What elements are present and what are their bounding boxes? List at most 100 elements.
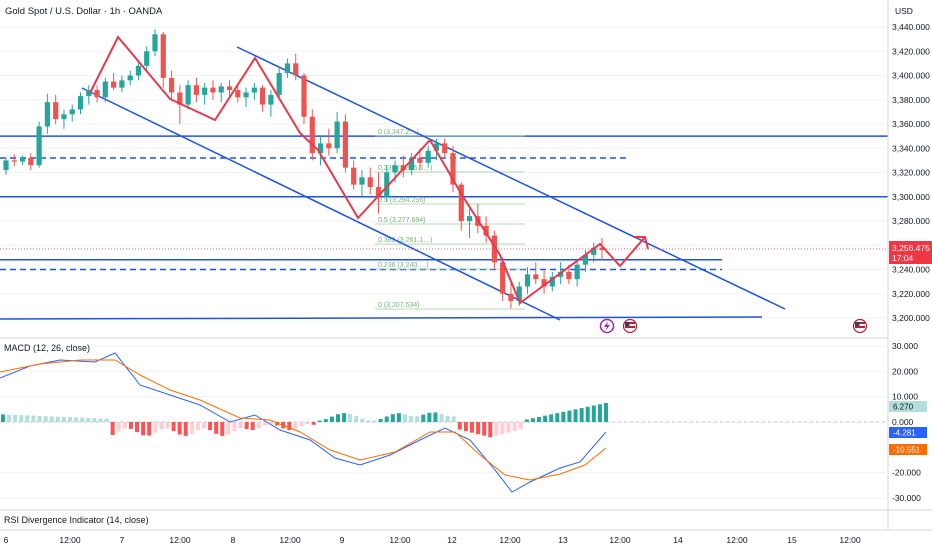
channel-lower-line <box>81 87 561 321</box>
candle <box>251 82 257 100</box>
candle <box>276 68 282 100</box>
time-tick-label: 15 <box>787 535 797 545</box>
macd-hist-bar <box>433 412 438 422</box>
time-tick-label: 8 <box>231 535 236 545</box>
macd-hist-bar <box>463 422 468 432</box>
time-tick-label: 12:00 <box>499 535 521 545</box>
macd-hist-bar <box>202 422 206 429</box>
candle <box>442 138 448 158</box>
bar-countdown: 17:04 <box>892 253 914 263</box>
macd-hist-bar <box>141 422 146 436</box>
price-tick-label: 3,420.000 <box>892 46 930 56</box>
macd-hist-bar <box>573 409 578 422</box>
time-tick-label: 12 <box>447 535 457 545</box>
price-tick-label: 3,320.000 <box>892 168 930 178</box>
macd-hist-bar <box>372 420 377 422</box>
macd-hist-bar <box>92 418 97 422</box>
macd-tick-label: 30.000 <box>892 341 918 351</box>
candle <box>135 60 142 81</box>
macd-hist-bar <box>49 416 54 422</box>
macd-hist-badge: 6.270 <box>889 401 927 412</box>
macd-hist-bar <box>518 422 523 430</box>
macd-hist-bar <box>86 417 91 422</box>
macd-title[interactable]: MACD (12, 26, close) <box>4 343 90 353</box>
signal-line <box>0 359 607 481</box>
macd-hist-bar <box>226 422 231 435</box>
zigzag-pattern <box>89 35 646 305</box>
current-price-badge: 3,256.475 17:04 <box>889 241 932 264</box>
macd-hist-bar <box>488 422 493 438</box>
symbol-title[interactable]: Gold Spot / U.S. Dollar · 1h · OANDA <box>5 6 163 17</box>
macd-hist-bar <box>445 415 450 422</box>
us-flag-event-icon[interactable] <box>622 318 638 334</box>
macd-hist-bar <box>354 416 359 422</box>
candle <box>202 82 208 105</box>
macd-hist-bar <box>506 422 511 433</box>
macd-hist-bar <box>421 414 426 422</box>
macd-hist-bar <box>348 413 353 422</box>
macd-hist-bar <box>384 416 389 422</box>
candle <box>111 73 117 91</box>
macd-hist-bar <box>110 422 115 435</box>
macd-hist-bar <box>378 419 383 422</box>
lightning-event-icon[interactable] <box>599 318 615 334</box>
price-tick-label: 3,200.000 <box>892 313 930 323</box>
macd-hist-bar <box>524 419 529 422</box>
macd-hist-bar <box>159 422 164 430</box>
macd-hist-bar <box>195 422 200 431</box>
candle <box>61 109 67 129</box>
macd-hist-bar <box>390 414 395 422</box>
candle <box>367 167 373 195</box>
macd-hist-bar <box>80 417 85 422</box>
us-flag-event-icon[interactable] <box>852 318 868 334</box>
candle <box>185 80 191 110</box>
macd-hist-bar <box>165 422 170 429</box>
macd-tick-label: -20.000 <box>892 468 921 478</box>
macd-hist-bar <box>403 414 407 422</box>
candle <box>193 77 199 103</box>
macd-hist-bar <box>244 422 249 430</box>
time-tick-label: 12:00 <box>59 535 81 545</box>
macd-line-badge: -4.281 <box>889 427 927 438</box>
candle <box>359 170 365 197</box>
macd-axis[interactable]: 30.000 20.000 10.000 0.000 -20.000 -30.000 <box>892 341 921 503</box>
macd-hist-bar <box>451 416 456 422</box>
candle <box>86 85 92 105</box>
candle <box>77 92 84 115</box>
macd-hist-bar <box>37 415 42 422</box>
macd-hist-bar <box>171 422 176 432</box>
macd-hist-bar <box>68 417 72 422</box>
macd-hist-bar <box>250 422 255 431</box>
candle <box>218 82 224 103</box>
candle <box>28 153 34 171</box>
candle <box>541 269 547 294</box>
macd-hist-bar <box>494 422 499 436</box>
macd-hist-bar <box>561 411 566 422</box>
macd-hist-bar <box>305 422 310 425</box>
macd-hist-bar <box>512 422 517 432</box>
candle <box>210 80 216 100</box>
macd-tick-label: 0.000 <box>892 417 914 427</box>
time-axis[interactable]: 6 12:00 7 12:00 8 12:00 9 12:00 12 12:00 13 12:00 14… <box>4 535 861 545</box>
time-tick-label: 12:00 <box>609 535 631 545</box>
candle <box>102 77 108 103</box>
macd-hist-bar <box>342 413 347 422</box>
macd-hist-bar <box>238 422 243 429</box>
macd-hist-bar <box>427 412 432 422</box>
macd-hist-bar <box>128 422 133 429</box>
macd-hist-bar <box>543 415 548 422</box>
candle <box>301 73 307 124</box>
rsi-title[interactable]: RSI Divergence Indicator (14, close) <box>4 515 149 525</box>
candle <box>450 145 456 192</box>
macd-hist-bar <box>232 422 237 432</box>
macd-hist-bar <box>482 422 487 436</box>
time-tick-label: 12:00 <box>839 535 861 545</box>
macd-hist-bar <box>214 422 219 434</box>
time-tick-label: 9 <box>340 535 345 545</box>
macd-hist-bar <box>293 422 298 430</box>
macd-hist-bar <box>269 422 273 425</box>
macd-hist-bar <box>336 414 340 422</box>
macd-hist-bar <box>25 415 30 422</box>
macd-hist-value: 6.270 <box>893 403 914 412</box>
